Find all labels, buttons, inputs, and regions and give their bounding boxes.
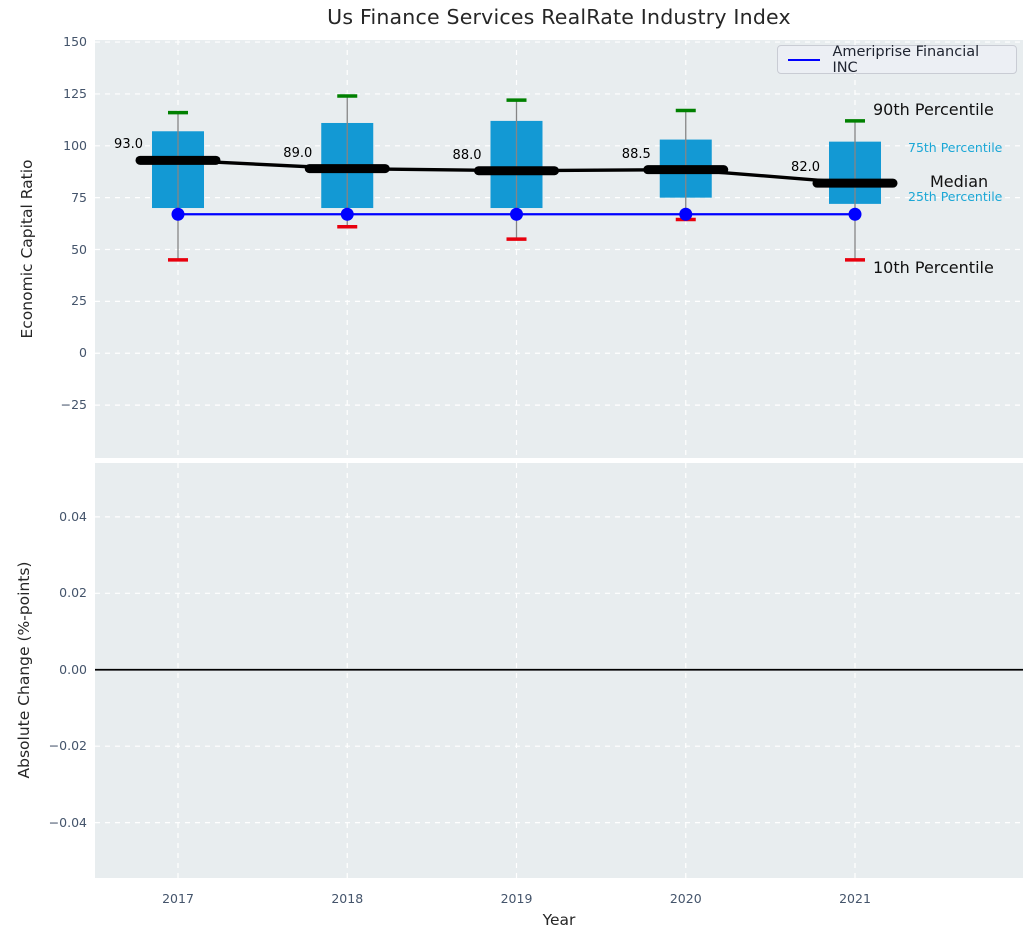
annotation-median: Median — [930, 172, 989, 192]
annotation-90th-percentile: 90th Percentile — [873, 99, 994, 119]
top-y-tick-label: −25 — [60, 397, 87, 413]
company-dot — [510, 207, 523, 221]
annotation-75th-percentile: 75th Percentile — [908, 139, 1003, 155]
bottom-y-tick-label: 0.04 — [59, 508, 87, 524]
x-tick-label: 2021 — [839, 891, 871, 906]
bottom-y-tick-label: 0.00 — [59, 661, 87, 677]
legend: Ameriprise Financial INC — [777, 43, 1017, 76]
median-value-label: 82.0 — [791, 160, 820, 176]
median-value-label: 89.0 — [283, 145, 313, 161]
company-dot — [340, 207, 354, 221]
bottom-y-tick-label: −0.02 — [48, 738, 87, 754]
top-y-tick-label: 50 — [71, 241, 87, 257]
top-y-tick-label: 125 — [63, 85, 87, 101]
bottom-y-tick-label: −0.04 — [48, 814, 87, 830]
x-tick-label: 2020 — [669, 891, 702, 906]
top-y-tick-label: 100 — [63, 137, 87, 153]
legend-label: Ameriprise Financial INC — [832, 43, 980, 76]
company-dot — [679, 207, 693, 221]
median-value-label: 88.5 — [621, 146, 651, 162]
top-y-tick-label: 75 — [71, 189, 87, 205]
top-y-tick-label: 0 — [79, 345, 87, 361]
legend-line-swatch — [788, 58, 821, 61]
chart-title: Us Finance Services RealRate Industry In… — [327, 5, 791, 29]
x-tick-label: 2019 — [500, 891, 533, 906]
top-y-tick-label: 150 — [63, 34, 87, 50]
x-axis-label: Year — [542, 911, 576, 929]
median-value-label: 93.0 — [114, 137, 143, 153]
company-dot — [171, 207, 185, 221]
annotation-25th-percentile: 25th Percentile — [908, 188, 1003, 204]
median-value-label: 88.0 — [452, 147, 482, 163]
company-dot — [848, 207, 862, 221]
annotation-10th-percentile: 10th Percentile — [873, 257, 994, 277]
x-tick-label: 2017 — [162, 891, 194, 906]
top-y-tick-label: 25 — [71, 293, 87, 309]
bottom-y-tick-label: 0.02 — [59, 585, 87, 601]
x-tick-label: 2018 — [331, 891, 364, 906]
